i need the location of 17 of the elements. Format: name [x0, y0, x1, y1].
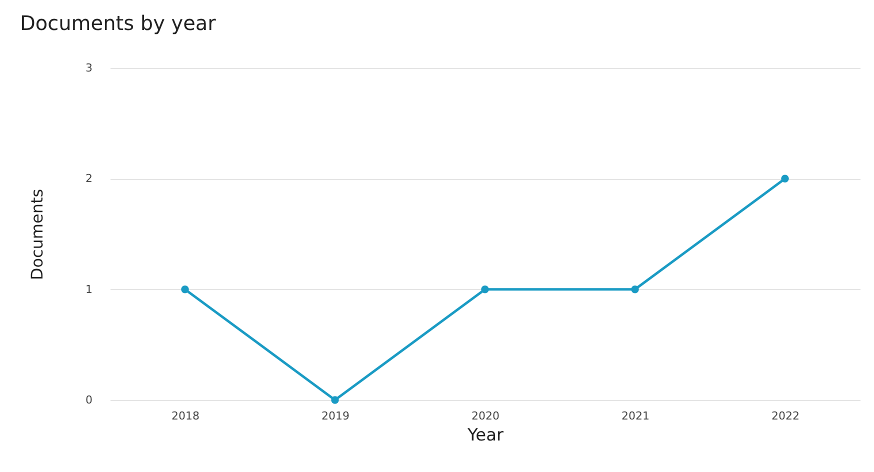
- y-axis-title: Documents: [28, 188, 46, 280]
- point: [181, 285, 189, 294]
- y-tick-label: 3: [86, 62, 92, 74]
- y-tick-label: 2: [86, 172, 92, 186]
- x-axis-title: Year: [466, 426, 504, 446]
- point: [331, 396, 339, 404]
- x-tick-label: 2019: [322, 410, 350, 422]
- x-tick-label: 2018: [172, 410, 200, 422]
- x-tick-label: 2021: [622, 410, 650, 422]
- y-tick-label: 1: [86, 282, 92, 296]
- x-tick-label: 2020: [472, 410, 500, 422]
- point: [781, 174, 789, 183]
- y-tick-label: 0: [86, 394, 92, 406]
- point: [631, 285, 639, 294]
- point: [481, 285, 489, 294]
- x-tick-label: 2022: [772, 410, 800, 422]
- chart-title: Documents by year: [20, 11, 217, 35]
